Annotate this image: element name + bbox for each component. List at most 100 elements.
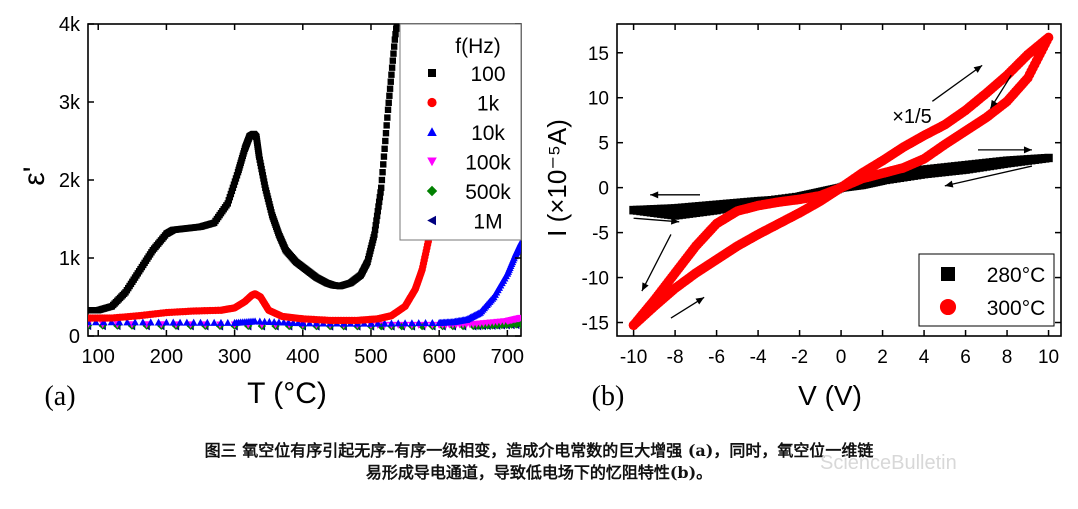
panel-b-plot-frame <box>616 23 1062 337</box>
panel-b-chart: -10 -8 -6 -4 -2 0 2 4 6 8 10 -15 -10 -5 0 5 10 15 ×1/5 V … <box>542 23 1062 412</box>
panel-a-chart: 100 200 300 400 500 600 700 0 1k 2k 3k 4k T (°C) ε'… <box>18 9 524 412</box>
x-tick-label: 0 <box>836 347 847 368</box>
legend-marker <box>428 69 436 77</box>
data-point <box>371 231 378 238</box>
data-point <box>401 319 409 327</box>
x-tick-label: 400 <box>286 346 319 368</box>
data-point <box>203 318 212 326</box>
figure-caption: 图三 氧空位有序引起无序–有序一级相变，造成介电常数的巨大增强 (a)，同时，氧… <box>0 440 1078 484</box>
data-point <box>123 318 132 326</box>
data-point <box>146 318 155 326</box>
x-tick-label: 200 <box>150 346 183 368</box>
data-point <box>382 130 390 137</box>
y-tick-label: 3k <box>59 92 81 114</box>
sweep-arrow <box>641 234 672 292</box>
data-point <box>421 319 430 327</box>
data-point <box>298 319 307 327</box>
panel-b-sweep-arrows <box>633 64 1033 319</box>
data-point <box>376 193 384 201</box>
data-point <box>390 43 398 50</box>
x-tick-label: 6 <box>960 347 971 368</box>
y-tick-label: 2k <box>59 170 81 192</box>
y-tick-label: -10 <box>582 269 609 290</box>
sweep-arrow <box>633 217 680 225</box>
data-point <box>99 318 108 326</box>
data-point <box>270 318 278 326</box>
sweep-arrow <box>989 74 1012 109</box>
watermark-text: ScienceBulletin <box>820 452 957 474</box>
sweep-arrow <box>944 165 1033 188</box>
data-point <box>380 153 388 160</box>
data-point <box>387 78 394 85</box>
data-point <box>373 212 381 220</box>
data-point <box>393 24 401 27</box>
legend-label: 300°C <box>987 297 1046 320</box>
sweep-arrow <box>650 191 700 199</box>
x-tick-label: -8 <box>667 347 684 368</box>
data-point <box>162 318 171 326</box>
x-tick-label: 300 <box>218 346 251 368</box>
caption-line-1: 图三 氧空位有序引起无序–有序一级相变，造成介电常数的巨大增强 (a)，同时，氧… <box>204 441 874 460</box>
data-point <box>391 36 399 43</box>
x-tick-label: 700 <box>491 346 524 368</box>
panel-a-label: (a) <box>44 381 75 412</box>
legend-label: 100k <box>465 152 511 175</box>
data-point <box>255 317 264 325</box>
data-point <box>131 318 139 326</box>
x-tick-label: 4 <box>919 347 930 368</box>
data-point <box>388 71 395 78</box>
data-point <box>379 169 386 176</box>
series-100-a <box>88 9 401 314</box>
data-point <box>408 319 416 327</box>
sweep-arrow <box>978 146 1032 154</box>
legend-marker <box>941 267 955 281</box>
data-point <box>383 122 390 129</box>
data-point <box>390 50 397 57</box>
data-point <box>394 15 400 21</box>
data-point <box>154 318 163 326</box>
data-point <box>374 208 382 215</box>
data-point <box>92 318 100 326</box>
data-point <box>389 57 397 64</box>
y-tick-label: -5 <box>592 224 609 245</box>
data-point <box>275 318 283 326</box>
panel-b-label: (b) <box>592 381 625 412</box>
x-tick-label: 500 <box>354 346 387 368</box>
x-tick-label: -4 <box>750 347 767 368</box>
legend-label: 10k <box>471 122 505 145</box>
data-point <box>279 318 288 326</box>
panel-a-legend: f(Hz) 100 1k 10k 100k 500k 1M <box>399 23 522 241</box>
data-point <box>517 314 521 322</box>
series-1k-a <box>88 129 450 325</box>
data-point <box>196 318 205 326</box>
data-point <box>289 318 298 326</box>
data-point <box>382 137 389 145</box>
series-10k-a <box>88 238 521 327</box>
x-tick-label: 8 <box>1002 347 1013 368</box>
data-point <box>217 318 225 326</box>
y-tick-label: 0 <box>598 179 609 200</box>
data-point <box>377 189 384 196</box>
y-tick-label: 15 <box>588 44 609 65</box>
legend-marker <box>427 97 437 108</box>
data-point <box>388 64 396 71</box>
x-tick-label: -10 <box>620 347 647 368</box>
data-point <box>372 222 379 229</box>
data-point <box>107 318 116 326</box>
y-tick-label: 1k <box>59 248 81 270</box>
data-point <box>392 30 399 38</box>
data-point <box>395 9 401 15</box>
legend-marker <box>427 215 436 226</box>
data-point <box>517 238 521 246</box>
data-point <box>380 161 387 168</box>
panel-b-x-axis-label: V (V) <box>798 380 862 411</box>
data-point <box>183 318 191 326</box>
y-tick-label: 4k <box>59 14 81 36</box>
legend-marker <box>427 157 437 167</box>
data-point <box>393 25 400 32</box>
data-point <box>284 318 293 326</box>
panel-a-y-axis-label: ε' <box>18 166 51 185</box>
data-point <box>414 319 423 327</box>
data-point <box>189 318 198 326</box>
